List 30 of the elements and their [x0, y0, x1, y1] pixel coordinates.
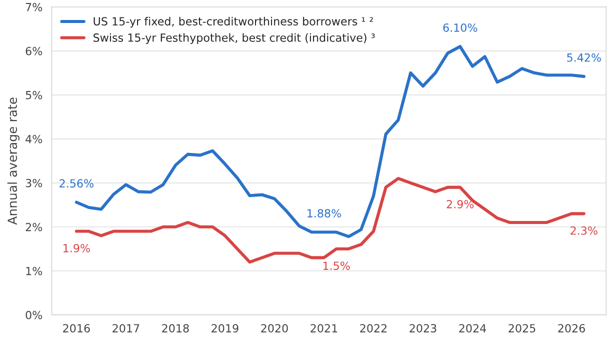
- x-tick-label: 2020: [261, 324, 288, 332]
- x-tick-label: 2024: [459, 324, 486, 332]
- x-tick-label: 2019: [212, 324, 238, 332]
- x-tick-label: 2026: [558, 324, 585, 332]
- annotation: 5.42%: [567, 53, 601, 62]
- y-tick-label: 2%: [26, 222, 42, 232]
- annotation: 1.88%: [308, 209, 342, 218]
- annotation: 6.10%: [443, 23, 478, 32]
- annotation: 1.9%: [64, 244, 90, 252]
- x-tick-label: 2022: [360, 324, 387, 332]
- y-tick-label: 7%: [26, 2, 42, 12]
- x-tick-label: 2016: [63, 324, 90, 332]
- y-tick-label: 5%: [26, 90, 42, 100]
- x-tick-label: 2021: [310, 324, 338, 332]
- annotation: 1.5%: [323, 262, 350, 270]
- y-tick-label: 6%: [26, 46, 42, 56]
- y-tick-label: 3%: [26, 178, 42, 188]
- legend-label: Swiss 15-yr Festhypothek, best credit (indicative) ³: [94, 33, 375, 44]
- annotation: 2.9%: [446, 200, 474, 208]
- x-tick-label: 2018: [162, 324, 189, 332]
- y-tick-label: 1%: [26, 266, 42, 276]
- annotation: 2.3%: [570, 226, 598, 235]
- legend-label: US 15-yr fixed, best-creditworthiness borrowers ¹ ²: [94, 16, 373, 28]
- x-tick-label: 2023: [410, 324, 436, 332]
- x-tick-label: 2017: [112, 324, 140, 332]
- annotation: 2.56%: [60, 179, 94, 188]
- y-axis-title: Annual average rate: [7, 98, 20, 225]
- y-tick-label: 4%: [26, 134, 42, 144]
- y-tick-label: 0%: [26, 310, 42, 320]
- x-tick-label: 2025: [508, 324, 536, 332]
